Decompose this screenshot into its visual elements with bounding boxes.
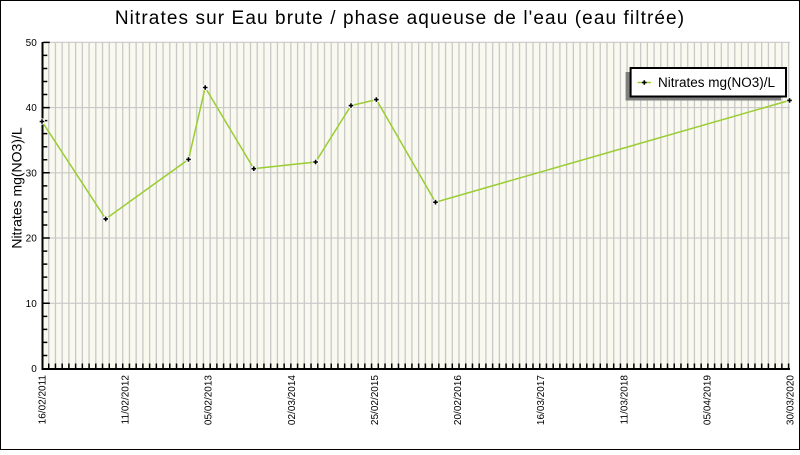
svg-text:25/02/2015: 25/02/2015	[370, 375, 381, 425]
svg-text:40: 40	[26, 103, 38, 114]
svg-text:Nitrates mg(NO3)/L: Nitrates mg(NO3)/L	[658, 75, 776, 90]
svg-text:16/02/2011: 16/02/2011	[38, 375, 49, 425]
svg-text:50: 50	[26, 38, 38, 49]
svg-text:20: 20	[26, 234, 38, 245]
svg-text:16/03/2017: 16/03/2017	[536, 375, 547, 425]
svg-text:Nitrates sur Eau brute / phase: Nitrates sur Eau brute / phase aqueuse d…	[115, 8, 685, 29]
svg-text:0: 0	[31, 364, 37, 375]
svg-text:10: 10	[26, 299, 38, 310]
svg-text:11/02/2012: 11/02/2012	[121, 375, 132, 425]
svg-text:20/02/2016: 20/02/2016	[453, 375, 464, 425]
svg-text:30: 30	[26, 168, 38, 179]
svg-text:05/04/2019: 05/04/2019	[702, 375, 713, 425]
svg-text:02/03/2014: 02/03/2014	[287, 375, 298, 425]
svg-text:11/03/2018: 11/03/2018	[619, 375, 630, 425]
svg-text:05/02/2013: 05/02/2013	[204, 375, 215, 425]
svg-text:Nitrates mg(NO3)/L: Nitrates mg(NO3)/L	[9, 127, 25, 249]
svg-text:30/03/2020: 30/03/2020	[786, 375, 797, 425]
